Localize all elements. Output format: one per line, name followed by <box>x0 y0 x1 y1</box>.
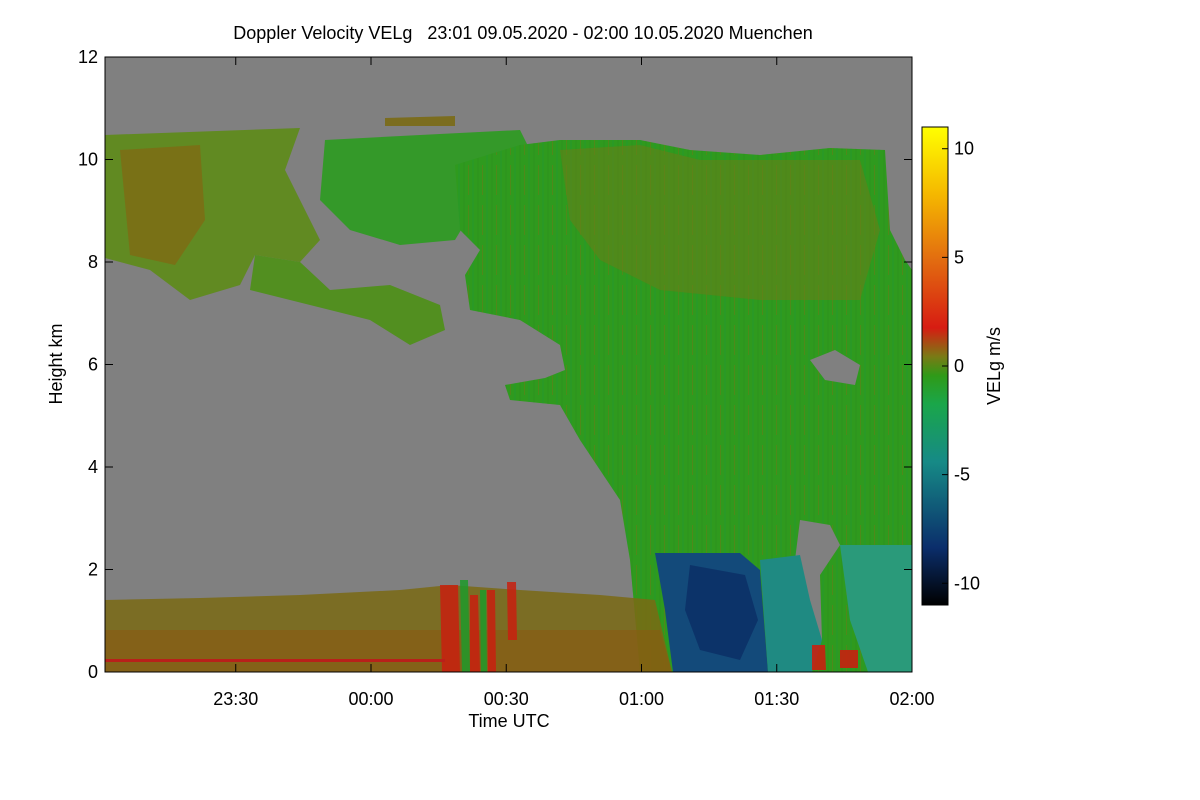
chart-title: Doppler Velocity VELg 23:01 09.05.2020 -… <box>233 23 812 43</box>
boundary-layer-lower <box>105 630 672 672</box>
colorbar-tick-label: -5 <box>954 465 970 485</box>
y-axis-label: Height km <box>46 323 66 404</box>
downdraft-center <box>685 565 758 660</box>
main-cloud-upper-tone <box>560 145 880 300</box>
colorbar-tick-label: 0 <box>954 356 964 376</box>
gap-right <box>810 350 860 385</box>
x-tick-label: 00:30 <box>484 689 529 709</box>
y-tick-label: 6 <box>88 355 98 375</box>
y-tick-label: 2 <box>88 560 98 580</box>
x-axis: 23:30 00:00 00:30 01:00 01:30 02:00 <box>213 57 935 709</box>
velocity-field <box>105 116 912 672</box>
colorbar-ticks: 10 5 0 -5 -10 <box>942 139 980 593</box>
downdraft-right <box>840 545 912 672</box>
colorbar-tick-label: -10 <box>954 573 980 593</box>
x-tick-label: 23:30 <box>213 689 258 709</box>
cirrus-middle-band <box>250 255 445 345</box>
x-axis-label: Time UTC <box>468 711 549 731</box>
red-spot-right <box>812 645 858 670</box>
boundary-green-streaks <box>460 580 487 672</box>
plot-area <box>104 56 913 673</box>
surface-red-line <box>105 659 445 662</box>
y-tick-label: 8 <box>88 252 98 272</box>
colorbar-tick-label: 5 <box>954 247 964 267</box>
y-tick-label: 10 <box>78 150 98 170</box>
small-cloud-top <box>385 116 455 126</box>
x-tick-label: 02:00 <box>889 689 934 709</box>
y-tick-label: 0 <box>88 662 98 682</box>
x-tick-label: 01:00 <box>619 689 664 709</box>
x-tick-label: 01:30 <box>754 689 799 709</box>
colorbar-tick-label: 10 <box>954 139 974 159</box>
boundary-rain-streaks <box>440 582 517 672</box>
y-tick-label: 12 <box>78 47 98 67</box>
downdraft-edge <box>760 555 822 672</box>
y-tick-label: 4 <box>88 457 98 477</box>
cirrus-left-band <box>120 145 205 265</box>
y-axis: 0 2 4 6 8 10 12 <box>78 47 912 682</box>
colorbar-label: VELg m/s <box>984 327 1004 405</box>
x-tick-label: 00:00 <box>348 689 393 709</box>
colorbar: 10 5 0 -5 -10 VELg m/s <box>921 126 1004 606</box>
